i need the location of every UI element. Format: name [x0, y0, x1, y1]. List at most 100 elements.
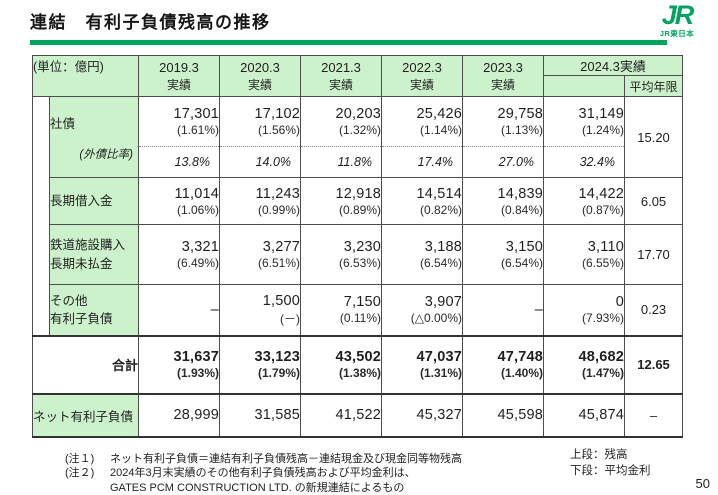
amount: 0 — [615, 294, 625, 311]
value-cell: 43,502 (1.38%) — [300, 334, 383, 394]
row-label-tetsudo: 鉄道施設購入 長期未払金 — [48, 224, 140, 285]
value-cell: 3,188 (6.54%) — [381, 224, 464, 285]
value-cell: 29,758 (1.13%) — [462, 96, 545, 147]
amount: 47,748 — [497, 349, 544, 365]
value-cell: 33,123 (1.79%) — [219, 334, 302, 394]
amount: 11,243 — [255, 185, 301, 202]
row-label-line1: 鉄道施設購入 — [50, 238, 126, 253]
ratio-cell: 32.4% — [543, 146, 626, 178]
rate: (0.87%) — [581, 202, 625, 217]
table-row-sonota: その他 有利子負債 – 1,500 (－) 7,150 (0.11%) 3,907(… — [33, 284, 684, 336]
amount: 43,502 — [335, 349, 382, 365]
amount: – — [534, 301, 544, 318]
footnote-2: (注２) 2024年3月末実績のその他有利子負債残高および平均金利は、 GATE… — [65, 466, 462, 495]
table-row-gaisai-ratio: 13.8% 14.0% 11.8% 17.4% 27.0% 32.4% — [33, 146, 683, 178]
rate: (0.99%) — [257, 202, 301, 217]
rate: (6.49%) — [176, 256, 220, 270]
value-cell: 45,598 — [462, 392, 545, 438]
footnote-text: ネット有利子負債＝連結有利子負債残高－連結現金及び現金同等物残高 — [110, 453, 462, 465]
footnote-text: 2024年3月末実績のその他有利子負債残高および平均金利は、 GATES PCM… — [110, 466, 416, 495]
rate: (6.55%) — [581, 256, 625, 270]
value-cell: – — [138, 284, 221, 336]
amount: 14,514 — [416, 185, 463, 202]
amount: 3,230 — [343, 239, 382, 255]
unit-label: (単位：億円) — [31, 55, 140, 97]
title-underline — [30, 40, 667, 45]
table-row-shasai: 社債 (外債比率) 17,301 (1.61%) 17,102 (1.56%) 20… — [32, 96, 684, 336]
value-cell: 3,110 (6.55%) — [543, 224, 626, 285]
amount: 3,321 — [181, 239, 220, 255]
value-cell: 48,682 (1.47%) — [543, 334, 626, 394]
amount: 11,014 — [174, 185, 220, 202]
row-label-shasai: 社債 (外債比率) — [48, 96, 140, 178]
row-sublabel-gaisai: (外債比率) — [79, 149, 134, 161]
rate: (0.82%) — [419, 202, 463, 217]
footnote-text-line2: GATES PCM CONSTRUCTION LTD. の新規連結によるもの — [110, 481, 405, 494]
value-cell: 47,037 (1.31%) — [381, 334, 464, 394]
page-number: 50 — [695, 476, 710, 491]
jr-logo-icon: JR — [661, 0, 695, 30]
value-cell: 3,150 (6.54%) — [462, 224, 545, 285]
value-cell: 3,277 (6.51%) — [219, 224, 302, 285]
amount: 45,327 — [416, 407, 463, 423]
amount: 1,500 — [262, 292, 301, 309]
col-sub: 実績 — [167, 77, 192, 92]
value-cell: 31,637 (1.93%) — [138, 334, 221, 394]
col-header-2020-3: 2020.3 実績 — [219, 55, 302, 97]
ratio-cell: 14.0% — [219, 146, 302, 178]
value-cell: 3,907 (△0.00%) — [381, 284, 464, 336]
value-cell: 41,522 — [300, 392, 383, 438]
row-label-text: 社債 — [50, 116, 76, 131]
legend-upper: 上段：残高 — [570, 449, 628, 461]
page-title: 連結 有利子負債残高の推移 — [30, 13, 271, 32]
amount: 3,188 — [424, 239, 463, 255]
rate: (1.79%) — [257, 366, 301, 380]
amount: 45,874 — [578, 407, 625, 423]
rate: (1.13%) — [500, 123, 544, 137]
rate: (1.40%) — [500, 366, 544, 380]
col-header-2024-spacer — [543, 75, 626, 97]
rate: (0.11%) — [339, 311, 382, 326]
col-year: 2021.3 — [321, 60, 361, 76]
header-row: (単位：億円) 2019.3 実績 2020.3 実績 2021.3 実績 20… — [31, 55, 684, 97]
amount: 17,301 — [173, 106, 220, 122]
avg-term-cell: 15.20 — [624, 96, 684, 178]
avg-term-cell: 17.70 — [624, 224, 684, 285]
footnote-label: (注１) — [65, 453, 95, 465]
col-header-2019-3: 2019.3 実績 — [138, 55, 221, 97]
rate: (1.61%) — [176, 123, 220, 137]
rate: (－) — [280, 311, 301, 326]
amount: 41,522 — [335, 407, 382, 423]
footnote-text-line1: 2024年3月末実績のその他有利子負債残高および平均金利は、 — [110, 467, 416, 480]
value-cell: 17,301 (1.61%) — [138, 96, 221, 147]
amount: 3,907 — [424, 294, 463, 311]
col-year: 2023.3 — [483, 60, 523, 76]
row-label-line2: 長期未払金 — [50, 256, 113, 271]
amount: 25,426 — [416, 106, 463, 122]
rate: (6.53%) — [338, 256, 382, 270]
value-cell: 7,150 (0.11%) — [300, 284, 383, 336]
rate: (0.84%) — [500, 202, 544, 217]
ratio-cell: 11.8% — [300, 146, 383, 178]
rate: (1.14%) — [419, 123, 463, 137]
value-cell: 14,514 (0.82%) — [381, 177, 464, 225]
amount: 7,150 — [343, 294, 382, 311]
ratio-cell: 17.4% — [381, 146, 464, 178]
value-cell: 45,327 — [381, 392, 464, 438]
amount: 48,682 — [578, 349, 625, 365]
amount: 14,839 — [497, 185, 544, 202]
row-label-choki: 長期借入金 — [48, 177, 140, 225]
col-header-2022-3: 2022.3 実績 — [381, 55, 464, 97]
value-cell: 17,102 (1.56%) — [219, 96, 302, 147]
legend-lower: 下段：平均金利 — [570, 464, 651, 477]
table-row-choki-kariirekin: 長期借入金 11,014 (1.06%) 11,243 (0.99%) 12,918… — [33, 177, 684, 225]
table-row-net: ネット有利子負債 28,999 31,585 41,522 45,327 45,… — [31, 392, 684, 438]
amount: 3,150 — [505, 239, 544, 255]
row-label-line1: その他 — [50, 293, 88, 308]
rate: (1.38%) — [338, 366, 382, 380]
rate: (6.54%) — [419, 256, 463, 270]
table-row-tetsudo-shisetsu: 鉄道施設購入 長期未払金 3,321 (6.49%) 3,277 (6.51%) 3… — [33, 224, 684, 285]
value-cell: 14,839 (0.84%) — [462, 177, 545, 225]
value-cell: 47,748 (1.40%) — [462, 334, 545, 394]
